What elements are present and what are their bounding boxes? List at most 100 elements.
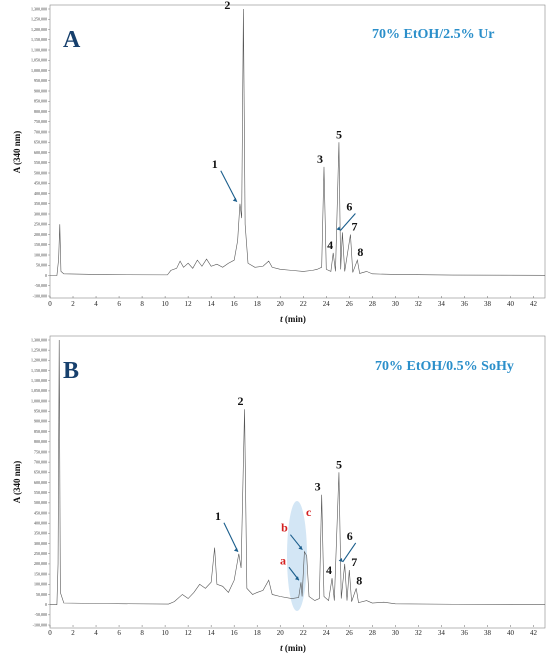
- panel-b-ytick-label: 950,000: [34, 409, 47, 415]
- panel-a-ytick-label: 850,000: [34, 99, 47, 105]
- panel-b-ytick-label: 1,050,000: [31, 388, 47, 394]
- panel-a-xlabel: t (min): [280, 314, 306, 324]
- panel-b-chromatogram-line: [50, 339, 546, 605]
- panel-b-ticks: 1,300,000 1,250,000 1,200,000 1,150,000 1,10…: [31, 337, 537, 637]
- panel-b-xtick-label: 26: [346, 629, 354, 637]
- panel-a-xtick-label: 18: [254, 300, 262, 308]
- panel-a-ytick-label: 500,000: [34, 170, 47, 176]
- panel-a-ytick-label: 900,000: [34, 88, 47, 94]
- panel-b-ytick-label: 1,100,000: [31, 378, 47, 384]
- panel-b-xtick-label: 36: [461, 629, 469, 637]
- peak-label-a: a: [280, 553, 286, 567]
- peak-label-6: 6: [346, 199, 352, 213]
- panel-b-xtick-label: 12: [185, 629, 193, 637]
- peak-1-arrow: [223, 522, 239, 552]
- panel-a-ytick-label: 400,000: [34, 191, 47, 197]
- panel-b-xtick-label: 18: [254, 629, 262, 637]
- panel-b-ytick-label: -100,000: [33, 622, 47, 628]
- panel-a-xtick-label: 26: [346, 300, 354, 308]
- panel-b-xtick-label: 30: [392, 629, 400, 637]
- panel-a-xtick-label: 34: [438, 300, 446, 308]
- panel-b-xtick-label: 4: [94, 629, 98, 637]
- panel-a-xtick-label: 32: [415, 300, 423, 308]
- panel-a-ytick-label: 550,000: [34, 160, 47, 166]
- panel-a-letter: A: [63, 27, 81, 53]
- panel-a-xtick-label: 0: [48, 300, 52, 308]
- peak-label-c: c: [306, 505, 312, 519]
- highlight-ellipse: [287, 501, 307, 611]
- peak-b-arrowhead: [298, 545, 303, 550]
- panel-b-ytick-label: 1,200,000: [31, 358, 47, 364]
- panel-a-ylabel: A (340 nm): [12, 131, 22, 174]
- panel-a-ytick-label: 650,000: [34, 140, 47, 146]
- panel-a-frame: [49, 4, 546, 299]
- panel-a-xtick-label: 36: [461, 300, 469, 308]
- panel-b-xtick-label: 6: [117, 629, 121, 637]
- peak-1-arrowhead: [233, 547, 238, 552]
- panel-a-ytick-label: 1,050,000: [31, 58, 47, 64]
- panel-b-xlabel: t (min): [280, 643, 306, 653]
- peak-label-7: 7: [351, 555, 357, 569]
- panel-b: B 70% EtOH/0.5% SoHy A (340 nm) t (min) …: [12, 335, 546, 653]
- panel-b-trace: [50, 339, 546, 605]
- panel-a-xtick-label: 14: [208, 300, 216, 308]
- panel-b-xtick-label: 28: [369, 629, 377, 637]
- peak-a-arrowhead: [294, 576, 299, 581]
- panel-b-xtick-label: 16: [231, 629, 239, 637]
- panel-b-ytick-label: 0: [45, 602, 47, 607]
- peak-label-3: 3: [315, 480, 321, 494]
- panel-b-ytick-label: 100,000: [34, 582, 47, 588]
- panel-a-ytick-label: 800,000: [34, 109, 47, 115]
- panel-b-xtick-label: 20: [277, 629, 285, 637]
- panel-b-xtick-label: 40: [507, 629, 515, 637]
- panel-b-ytick-label: -50,000: [35, 612, 47, 618]
- peak-label-5: 5: [336, 127, 342, 141]
- panel-a-trace: [50, 8, 546, 276]
- panel-a-xtick-label: 20: [277, 300, 285, 308]
- panel-a-xtick-label: 6: [117, 300, 121, 308]
- peak-1-arrowhead: [232, 197, 237, 202]
- panel-a-ytick-label: -100,000: [33, 293, 47, 299]
- panel-a-ytick-label: 350,000: [34, 201, 47, 207]
- panel-b-ytick-label: 1,000,000: [31, 398, 47, 404]
- panel-a-xtick-label: 30: [392, 300, 400, 308]
- panel-b-xtick-label: 32: [415, 629, 423, 637]
- panel-b-ytick-label: 400,000: [34, 521, 47, 527]
- panel-b-peak-labels: 1 2 3 4 5 6 7 8 a b c: [215, 394, 362, 587]
- panel-b-ytick-label: 300,000: [34, 541, 47, 547]
- peak-label-4: 4: [326, 563, 332, 577]
- panel-b-xtick-label: 0: [48, 629, 52, 637]
- panel-a-ytick-label: 1,300,000: [31, 6, 47, 12]
- peak-label-5: 5: [336, 457, 342, 471]
- panel-a-peak-labels: 1 2 3 4 5 6 78: [212, 0, 364, 259]
- panel-a-chromatogram-line: [50, 8, 546, 276]
- panel-a-xtick-label: 24: [323, 300, 331, 308]
- panel-b-ytick-label: 900,000: [34, 419, 47, 425]
- panel-a-xtick-label: 10: [162, 300, 170, 308]
- panel-b-xtick-label: 42: [530, 629, 538, 637]
- peak-label-b: b: [281, 521, 288, 535]
- panel-a-ytick-label: 1,200,000: [31, 27, 47, 33]
- panel-b-ytick-label: 150,000: [34, 571, 47, 577]
- panel-b-xtick-label: 22: [300, 629, 308, 637]
- panel-b-ytick-label: 850,000: [34, 429, 47, 435]
- peak-6-arrowhead: [338, 557, 343, 562]
- panel-b-condition: 70% EtOH/0.5% SoHy: [375, 359, 514, 374]
- panel-a-ytick-label: 200,000: [34, 232, 47, 238]
- panel-b-xtick-label: 24: [323, 629, 331, 637]
- panel-a-ytick-label: 100,000: [34, 252, 47, 258]
- panel-a-xtick-label: 28: [369, 300, 377, 308]
- panel-a-condition: 70% EtOH/2.5% Ur: [372, 27, 495, 42]
- panel-b-xtick-label: 8: [140, 629, 144, 637]
- peak-label-8: 8: [356, 573, 362, 587]
- panel-a-ytick-label: 1,000,000: [31, 68, 47, 74]
- peak-label-1: 1: [215, 509, 221, 523]
- panel-b-ytick-label: 550,000: [34, 490, 47, 496]
- peak-label-1: 1: [212, 157, 218, 171]
- panel-a-xtick-label: 8: [140, 300, 144, 308]
- panel-a-xtick-label: 16: [231, 300, 239, 308]
- panel-b-ylabel: A (340 nm): [12, 461, 22, 504]
- panel-a-ytick-label: 1,150,000: [31, 37, 47, 43]
- panel-a-ytick-label: 600,000: [34, 150, 47, 156]
- panel-b-ytick-label: 200,000: [34, 561, 47, 567]
